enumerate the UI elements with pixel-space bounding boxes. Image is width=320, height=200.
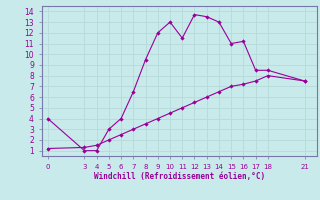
X-axis label: Windchill (Refroidissement éolien,°C): Windchill (Refroidissement éolien,°C) <box>94 172 265 181</box>
